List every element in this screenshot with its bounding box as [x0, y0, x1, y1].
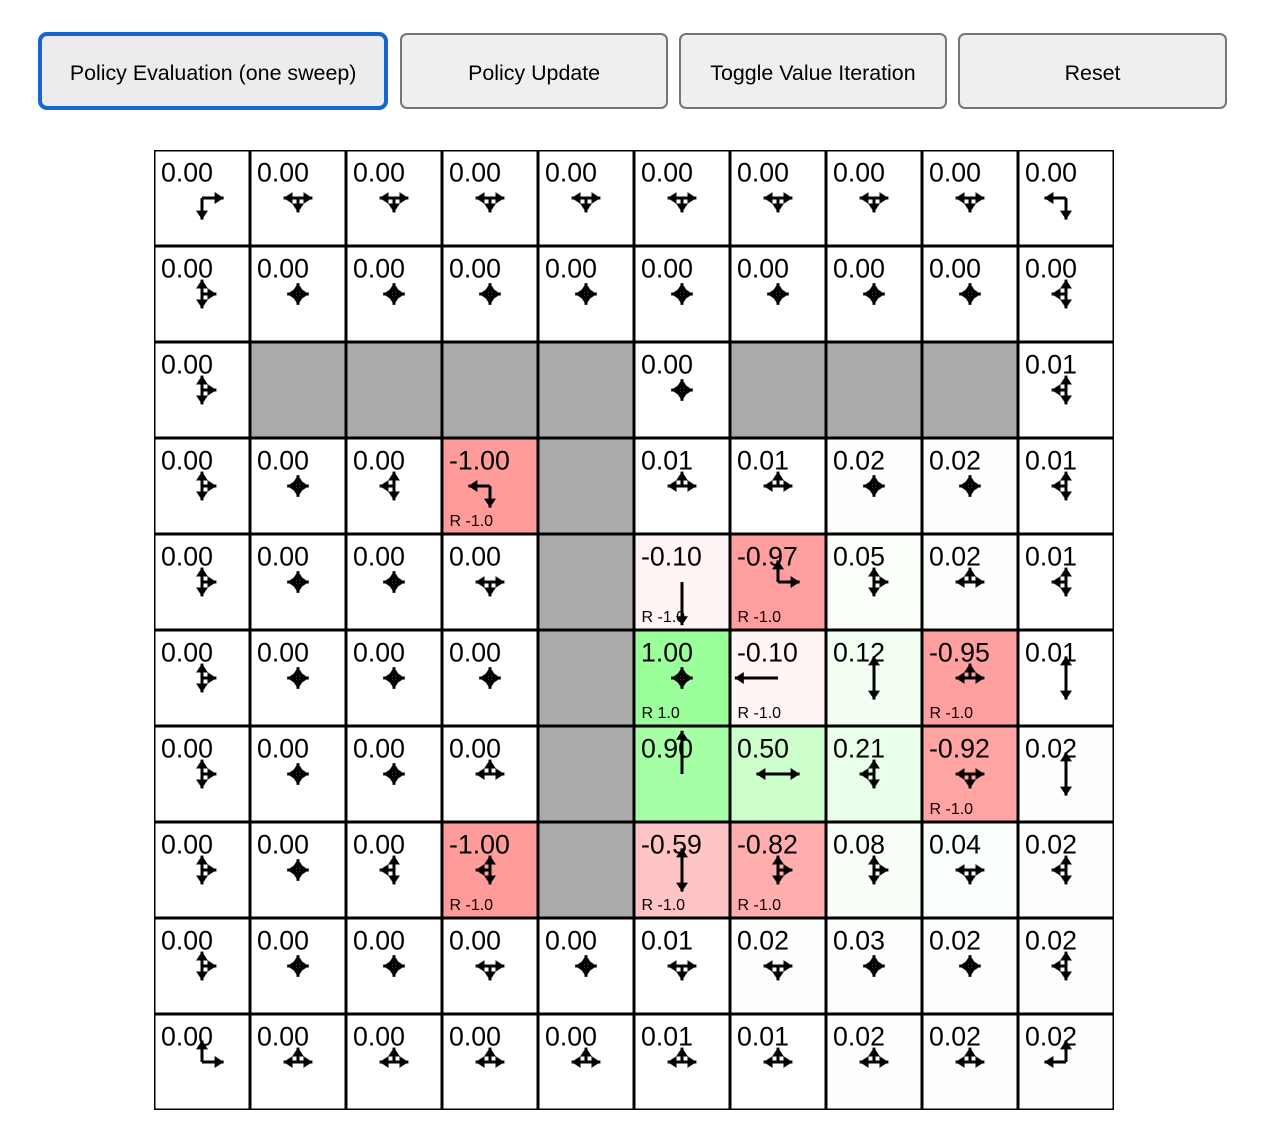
svg-text:-0.10: -0.10	[641, 541, 702, 571]
svg-text:R -1.0: R -1.0	[642, 609, 686, 626]
svg-text:0.90: 0.90	[641, 733, 693, 763]
svg-text:0.00: 0.00	[257, 733, 309, 763]
svg-text:0.00: 0.00	[257, 829, 309, 859]
svg-text:0.00: 0.00	[257, 157, 309, 187]
svg-text:0.02: 0.02	[1025, 733, 1077, 763]
svg-text:0.01: 0.01	[737, 1021, 789, 1051]
svg-text:0.00: 0.00	[161, 253, 213, 283]
svg-text:R -1.0: R -1.0	[450, 897, 494, 914]
svg-text:0.01: 0.01	[641, 1021, 693, 1051]
svg-text:0.00: 0.00	[257, 541, 309, 571]
svg-text:-1.00: -1.00	[449, 445, 510, 475]
svg-text:0.01: 0.01	[641, 925, 693, 955]
svg-text:0.00: 0.00	[449, 157, 501, 187]
svg-text:0.00: 0.00	[161, 349, 213, 379]
svg-text:0.00: 0.00	[737, 157, 789, 187]
svg-text:0.02: 0.02	[929, 445, 981, 475]
svg-text:0.02: 0.02	[737, 925, 789, 955]
svg-text:R -1.0: R -1.0	[930, 801, 974, 818]
svg-text:R -1.0: R -1.0	[738, 609, 782, 626]
svg-text:0.01: 0.01	[1025, 445, 1077, 475]
svg-text:1.00: 1.00	[641, 637, 693, 667]
svg-text:0.12: 0.12	[833, 637, 885, 667]
svg-text:0.00: 0.00	[545, 1021, 597, 1051]
svg-text:-0.92: -0.92	[929, 733, 990, 763]
svg-text:0.02: 0.02	[929, 1021, 981, 1051]
svg-text:0.00: 0.00	[545, 157, 597, 187]
svg-text:R -1.0: R -1.0	[738, 705, 782, 722]
svg-text:0.00: 0.00	[449, 1021, 501, 1051]
svg-text:0.50: 0.50	[737, 733, 789, 763]
svg-text:-0.10: -0.10	[737, 637, 798, 667]
svg-text:0.00: 0.00	[449, 733, 501, 763]
svg-text:0.00: 0.00	[641, 157, 693, 187]
svg-text:0.02: 0.02	[929, 925, 981, 955]
svg-text:0.01: 0.01	[1025, 637, 1077, 667]
svg-text:R -1.0: R -1.0	[642, 897, 686, 914]
svg-text:0.00: 0.00	[161, 541, 213, 571]
svg-text:0.00: 0.00	[737, 253, 789, 283]
svg-text:0.00: 0.00	[161, 445, 213, 475]
svg-text:0.00: 0.00	[545, 253, 597, 283]
svg-text:0.00: 0.00	[641, 253, 693, 283]
svg-text:0.00: 0.00	[161, 1021, 213, 1051]
svg-text:0.00: 0.00	[257, 1021, 309, 1051]
svg-text:-1.00: -1.00	[449, 829, 510, 859]
svg-text:0.04: 0.04	[929, 829, 981, 859]
svg-text:0.00: 0.00	[161, 733, 213, 763]
svg-text:0.00: 0.00	[353, 733, 405, 763]
svg-text:0.01: 0.01	[1025, 349, 1077, 379]
svg-text:0.00: 0.00	[545, 925, 597, 955]
svg-text:0.00: 0.00	[257, 925, 309, 955]
svg-text:R -1.0: R -1.0	[930, 705, 974, 722]
svg-text:0.00: 0.00	[833, 253, 885, 283]
svg-text:0.01: 0.01	[641, 445, 693, 475]
svg-text:0.05: 0.05	[833, 541, 885, 571]
svg-text:0.00: 0.00	[161, 637, 213, 667]
svg-text:0.01: 0.01	[1025, 541, 1077, 571]
svg-text:0.00: 0.00	[449, 637, 501, 667]
svg-text:R -1.0: R -1.0	[738, 897, 782, 914]
svg-text:0.00: 0.00	[257, 637, 309, 667]
svg-text:0.00: 0.00	[161, 829, 213, 859]
svg-text:0.00: 0.00	[161, 925, 213, 955]
svg-text:0.02: 0.02	[833, 445, 885, 475]
svg-text:0.00: 0.00	[353, 541, 405, 571]
svg-text:0.00: 0.00	[353, 829, 405, 859]
svg-text:0.00: 0.00	[353, 1021, 405, 1051]
svg-text:0.00: 0.00	[1025, 157, 1077, 187]
svg-text:0.00: 0.00	[353, 157, 405, 187]
svg-text:0.02: 0.02	[833, 1021, 885, 1051]
svg-text:R -1.0: R -1.0	[450, 513, 494, 530]
svg-text:0.00: 0.00	[929, 253, 981, 283]
svg-text:0.00: 0.00	[449, 541, 501, 571]
svg-text:0.00: 0.00	[1025, 253, 1077, 283]
svg-text:0.00: 0.00	[449, 253, 501, 283]
svg-text:0.00: 0.00	[641, 349, 693, 379]
svg-text:0.21: 0.21	[833, 733, 885, 763]
svg-text:0.00: 0.00	[257, 445, 309, 475]
svg-text:0.00: 0.00	[833, 157, 885, 187]
svg-text:0.00: 0.00	[161, 157, 213, 187]
svg-text:0.00: 0.00	[353, 637, 405, 667]
svg-text:0.08: 0.08	[833, 829, 885, 859]
svg-text:0.00: 0.00	[353, 445, 405, 475]
svg-text:-0.82: -0.82	[737, 829, 798, 859]
svg-text:0.00: 0.00	[353, 925, 405, 955]
svg-text:0.00: 0.00	[929, 157, 981, 187]
svg-text:0.02: 0.02	[1025, 829, 1077, 859]
svg-text:0.03: 0.03	[833, 925, 885, 955]
svg-text:0.00: 0.00	[257, 253, 309, 283]
svg-text:-0.59: -0.59	[641, 829, 702, 859]
svg-text:0.02: 0.02	[1025, 1021, 1077, 1051]
svg-text:-0.97: -0.97	[737, 541, 798, 571]
svg-text:0.02: 0.02	[1025, 925, 1077, 955]
svg-text:R 1.0: R 1.0	[642, 705, 680, 722]
svg-text:0.00: 0.00	[449, 925, 501, 955]
svg-text:0.01: 0.01	[737, 445, 789, 475]
svg-text:0.02: 0.02	[929, 541, 981, 571]
svg-text:-0.95: -0.95	[929, 637, 990, 667]
svg-text:0.00: 0.00	[353, 253, 405, 283]
